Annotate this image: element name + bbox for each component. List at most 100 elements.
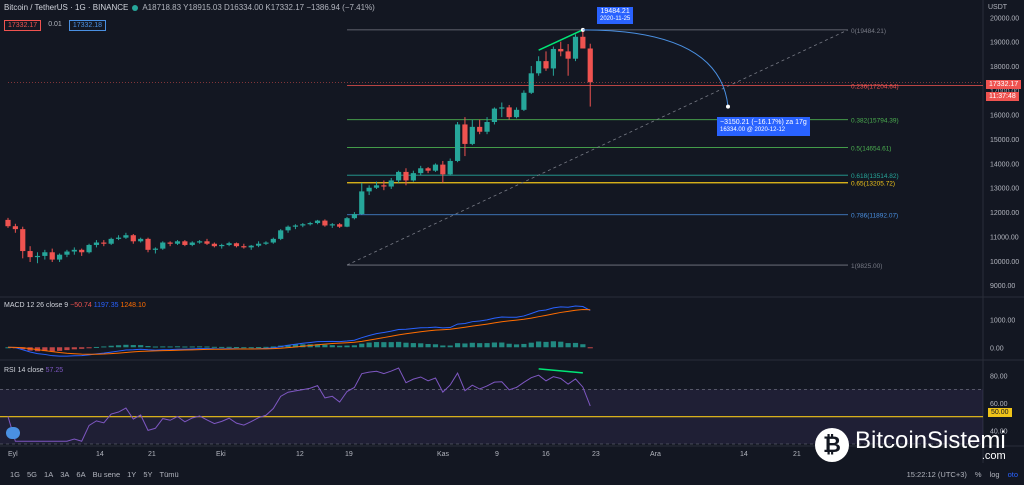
candle-body-67 <box>499 107 505 109</box>
macd-hist-bar-72 <box>536 341 542 348</box>
log-toggle[interactable]: log <box>989 469 1000 479</box>
macd-tick-label-1: 1000.00 <box>990 317 1015 324</box>
timeframe-button-7[interactable]: 5Y <box>143 469 153 479</box>
timeframe-button-3[interactable]: 3A <box>60 469 70 479</box>
candle-body-32 <box>241 246 247 248</box>
candle-body-16 <box>123 235 129 238</box>
timeframe-button-6[interactable]: 1Y <box>127 469 137 479</box>
candle-body-55 <box>410 173 416 181</box>
rsi-line <box>7 367 591 442</box>
macd-hist-bar-15 <box>115 345 122 348</box>
macd-hist-bar-64 <box>477 343 483 348</box>
x-tick-label-2: 21 <box>148 451 156 458</box>
candle-body-29 <box>219 244 225 247</box>
macd-hist-bar-28 <box>211 346 217 348</box>
candle-body-27 <box>204 241 210 244</box>
candle-body-2 <box>20 229 26 252</box>
percent-toggle[interactable]: % <box>974 469 982 479</box>
timeframe-button-0[interactable]: 1G <box>10 469 21 479</box>
macd-hist-bar-74 <box>550 341 556 348</box>
timeframe-button-1[interactable]: 5G <box>27 469 38 479</box>
candle-body-33 <box>248 245 254 248</box>
macd-name: MACD 12 26 close 9 <box>4 302 69 309</box>
macd-hist-bar-27 <box>204 346 210 348</box>
y-tick-label-4: 13000.00 <box>990 186 1019 193</box>
signal-line-value: 1248.10 <box>120 302 146 309</box>
timeframe-button-4[interactable]: 6A <box>76 469 86 479</box>
macd-hist-bar-19 <box>145 346 151 348</box>
macd-hist-bar-36 <box>270 346 276 348</box>
rsi-level-label: 50.00 <box>988 408 1012 417</box>
buy-price-button[interactable]: 17332.18 <box>68 20 107 31</box>
x-tick-label-0: Eyl <box>8 451 18 458</box>
auto-toggle[interactable]: oto <box>1007 469 1018 479</box>
macd-hist-bar-45 <box>337 345 343 348</box>
x-tick-label-3: Eki <box>216 451 226 458</box>
candle-body-31 <box>233 243 240 247</box>
rsi-tick-label-1: 60.00 <box>990 401 1008 408</box>
macd-hist-bar-22 <box>167 346 173 348</box>
macd-hist-bar-73 <box>543 341 549 348</box>
candle-body-45 <box>337 224 343 227</box>
macd-hist-bar-33 <box>248 347 254 349</box>
macd-hist-bar-66 <box>491 342 498 348</box>
x-tick-label-11: 14 <box>740 451 748 458</box>
y-tick-label-10: 19000.00 <box>990 40 1019 47</box>
y-tick-label-11: 20000.00 <box>990 15 1019 22</box>
rsi-tick-label-0: 40.00 <box>990 428 1008 435</box>
candle-body-52 <box>388 180 394 187</box>
measure-annotation: −3150.21 (−16.17%) za 17g 16334.00 @ 202… <box>717 117 810 136</box>
timeframe-button-5[interactable]: Bu sene <box>92 469 121 479</box>
signal-line <box>7 309 591 355</box>
fib-label-7: 1(9825.00) <box>851 263 882 270</box>
logo-name: BitcoinSistemi <box>855 426 1006 454</box>
candle-body-41 <box>307 223 313 225</box>
timeframe-selector: 1G 5G 1A 3A 6A Bu sene 1Y 5Y Tümü <box>10 470 179 479</box>
candle-body-9 <box>71 249 77 252</box>
macd-legend[interactable]: MACD 12 26 close 9 −50.74 1197.35 1248.1… <box>4 302 146 309</box>
macd-hist-bar-53 <box>396 341 402 348</box>
cloud-icon[interactable] <box>6 427 20 439</box>
candle-body-7 <box>56 254 63 260</box>
clock[interactable]: 15:22:12 (UTC+3) <box>906 469 967 479</box>
candle-body-0 <box>5 219 11 227</box>
candle-body-3 <box>27 251 33 258</box>
macd-hist-bar-10 <box>79 347 85 349</box>
candle-body-69 <box>513 109 520 118</box>
candle-body-10 <box>79 249 85 253</box>
macd-hist-bar-34 <box>255 347 262 349</box>
sell-price-button[interactable]: 17332.17 <box>4 20 42 31</box>
macd-hist-bar-32 <box>241 347 247 349</box>
high-date: 2020-11-25 <box>600 16 631 23</box>
high-annotation: 19484.21 2020-11-25 <box>597 7 634 24</box>
macd-hist-bar-59 <box>440 345 446 348</box>
macd-hist-bar-70 <box>521 343 527 348</box>
macd-hist-bar-69 <box>513 344 520 348</box>
timeframe-button-8[interactable]: Tümü <box>159 469 179 479</box>
candle-body-43 <box>322 220 328 226</box>
macd-tick-label-0: 0.00 <box>990 345 1004 352</box>
rsi-value: 57.25 <box>45 367 64 374</box>
macd-hist-bar-14 <box>108 345 114 348</box>
symbol-title[interactable]: Bitcoin / TetherUS · 1G · BINANCE <box>4 3 129 12</box>
macd-hist-bar-58 <box>432 344 439 348</box>
macd-hist-bar-26 <box>197 346 203 348</box>
candle-body-73 <box>543 61 549 69</box>
x-tick-label-1: 14 <box>96 451 104 458</box>
candle-body-12 <box>93 242 100 245</box>
y-tick-label-3: 12000.00 <box>990 210 1019 217</box>
macd-hist-bar-16 <box>123 344 129 348</box>
timeframe-button-2[interactable]: 1A <box>44 469 54 479</box>
candle-body-25 <box>189 242 195 245</box>
fib-label-4: 0.618(13514.82) <box>851 173 899 180</box>
x-tick-label-5: 19 <box>345 451 353 458</box>
macd-hist-bar-48 <box>359 343 365 348</box>
candle-body-30 <box>226 243 232 245</box>
last-price-label: 17332.17 <box>986 80 1022 89</box>
rsi-legend[interactable]: RSI 14 close 57.25 <box>4 367 63 374</box>
macd-hist-bar-56 <box>418 343 424 348</box>
logo-domain: .com <box>981 449 1006 462</box>
macd-hist-bar-52 <box>388 342 394 348</box>
y-tick-label-1: 10000.00 <box>990 259 1019 266</box>
